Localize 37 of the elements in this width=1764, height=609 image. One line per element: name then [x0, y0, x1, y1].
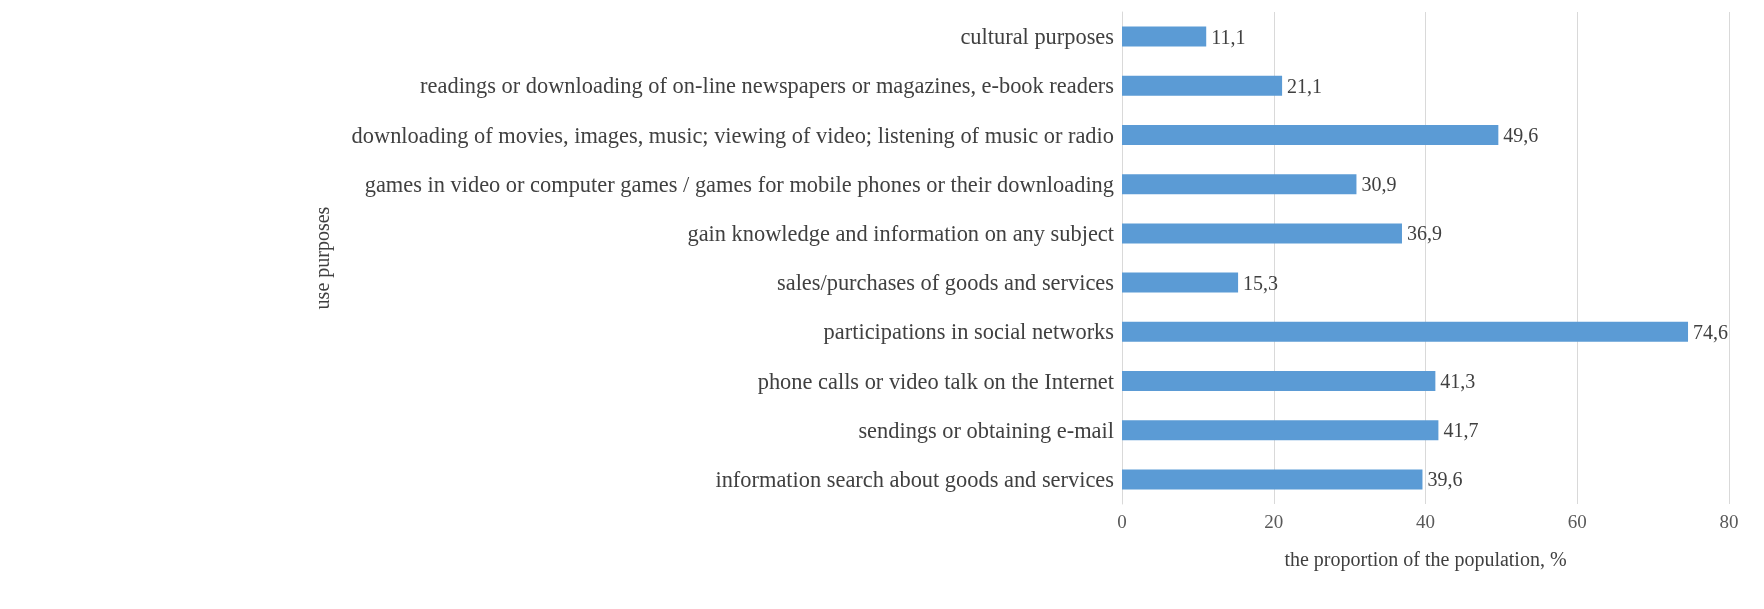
y-tick-label: participations in social networks [823, 319, 1114, 345]
y-tick-label: gain knowledge and information on any subject [687, 220, 1115, 246]
x-tick-label: 0 [1117, 511, 1127, 532]
x-tick-label: 20 [1264, 511, 1284, 532]
y-tick-label: sendings or obtaining e-mail [858, 417, 1114, 443]
data-label: 15,3 [1243, 271, 1279, 294]
data-label: 36,9 [1406, 222, 1442, 245]
data-label: 74,6 [1693, 320, 1729, 343]
data-label: 11,1 [1211, 25, 1246, 48]
y-tick-label: information search about goods and services [715, 466, 1114, 492]
y-tick-label: downloading of movies, images, music; viewing of video; listening of music or radio [351, 122, 1114, 148]
data-label: 41,3 [1440, 370, 1476, 392]
bar [1122, 371, 1436, 391]
bar [1122, 26, 1207, 47]
bar [1122, 75, 1283, 96]
bar [1122, 223, 1402, 244]
y-tick-label: phone calls or video talk on the Internet [757, 368, 1115, 394]
y-tick-label: games in video or computer games / games for mobile phones or their downloading [364, 171, 1114, 197]
y-tick-label: sales/purchases of goods and services [776, 270, 1114, 296]
bar [1122, 420, 1439, 441]
data-label: 21,1 [1287, 74, 1323, 97]
bar [1122, 174, 1357, 195]
data-label: 49,6 [1503, 124, 1539, 146]
x-tick-label: 80 [1719, 511, 1739, 532]
bar [1122, 272, 1239, 293]
x-axis-title: the proportion of the population, % [1284, 548, 1567, 571]
bar [1122, 125, 1499, 145]
bar [1122, 469, 1423, 490]
x-tick-label: 60 [1567, 511, 1587, 532]
data-label: 39,6 [1427, 468, 1463, 491]
y-tick-label: readings or downloading of on-line newspapers or magazines, e-book readers [420, 73, 1114, 99]
x-tick-label: 40 [1416, 511, 1435, 532]
y-tick-label: cultural purposes [960, 24, 1114, 50]
data-label: 41,7 [1443, 419, 1479, 442]
bar [1122, 321, 1689, 342]
y-axis-title: use purposes [311, 206, 334, 310]
data-label: 30,9 [1361, 173, 1397, 196]
